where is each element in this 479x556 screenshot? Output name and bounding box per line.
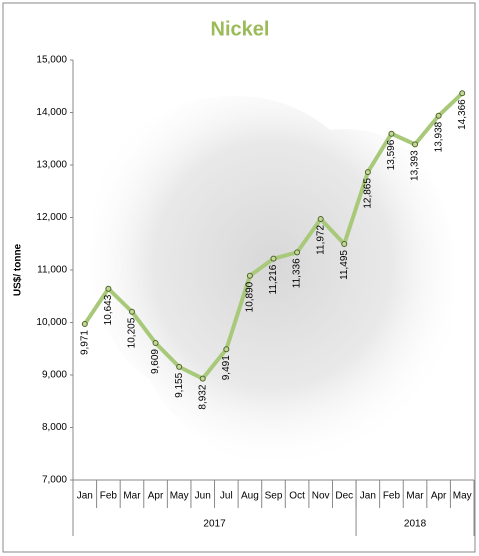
- point: [105, 285, 112, 292]
- x-tick-label: Feb: [100, 491, 118, 502]
- data-label: 11,216: [268, 264, 279, 294]
- x-tick-label: Apr: [431, 491, 447, 502]
- data-label: 14,366: [457, 99, 468, 130]
- point: [270, 255, 277, 262]
- x-tick-label: Jun: [195, 491, 211, 502]
- data-label: 9,491: [221, 355, 232, 380]
- x-tick-label: Dec: [335, 491, 353, 502]
- point: [412, 141, 419, 148]
- x-tick-label: Jul: [220, 491, 233, 502]
- point: [81, 321, 88, 328]
- data-label: 10,890: [245, 281, 256, 312]
- data-label: 9,971: [79, 330, 90, 355]
- x-tick-label: Jan: [77, 491, 93, 502]
- point: [152, 340, 159, 347]
- x-tick-label: Aug: [241, 491, 259, 502]
- data-label: 10,643: [103, 294, 114, 325]
- y-tick-label: 13,000: [36, 160, 67, 171]
- x-tick-label: Feb: [383, 491, 401, 502]
- x-tick-label: Mar: [123, 491, 141, 502]
- point: [294, 249, 301, 256]
- data-label: 9,609: [150, 349, 161, 374]
- point: [459, 90, 466, 97]
- data-label: 11,336: [292, 258, 303, 288]
- data-label: 11,972: [315, 225, 326, 255]
- data-label: 8,932: [197, 384, 208, 409]
- data-label: 13,596: [386, 139, 397, 170]
- point: [364, 169, 371, 176]
- point: [317, 215, 324, 222]
- x-tick-label: May: [453, 491, 472, 502]
- y-tick-label: 9,000: [42, 370, 67, 381]
- data-label: 12,865: [362, 178, 373, 209]
- chart-title: Nickel: [211, 18, 270, 40]
- x-tick-label: Apr: [148, 491, 164, 502]
- y-tick-label: 14,000: [36, 107, 67, 118]
- x-group-label: 2017: [203, 519, 226, 530]
- point: [246, 272, 253, 279]
- y-tick-label: 8,000: [42, 422, 67, 433]
- data-label: 13,393: [410, 150, 421, 181]
- x-tick-label: May: [170, 491, 189, 502]
- x-tick-label: Jan: [360, 491, 376, 502]
- x-group-label: 2018: [404, 519, 427, 530]
- data-label: 13,938: [433, 121, 444, 152]
- data-label: 11,495: [339, 250, 350, 280]
- point: [128, 308, 135, 315]
- point: [199, 375, 206, 382]
- y-axis-label: US$/ tonne: [13, 243, 24, 296]
- x-tick-label: Mar: [406, 491, 424, 502]
- point: [388, 130, 395, 137]
- y-tick-label: 15,000: [36, 55, 67, 66]
- data-label: 9,155: [174, 372, 185, 397]
- x-tick-label: Sep: [265, 491, 283, 502]
- point: [176, 363, 183, 370]
- x-tick-label: Oct: [289, 491, 305, 502]
- x-tick-label: Nov: [312, 491, 330, 502]
- point: [435, 112, 442, 119]
- data-label: 10,205: [127, 317, 138, 348]
- y-tick-label: 12,000: [36, 212, 67, 223]
- y-tick-label: 11,000: [37, 265, 67, 276]
- y-tick-label: 10,000: [36, 317, 67, 328]
- point: [341, 241, 348, 248]
- y-tick-label: 7,000: [42, 475, 67, 486]
- point: [223, 346, 230, 353]
